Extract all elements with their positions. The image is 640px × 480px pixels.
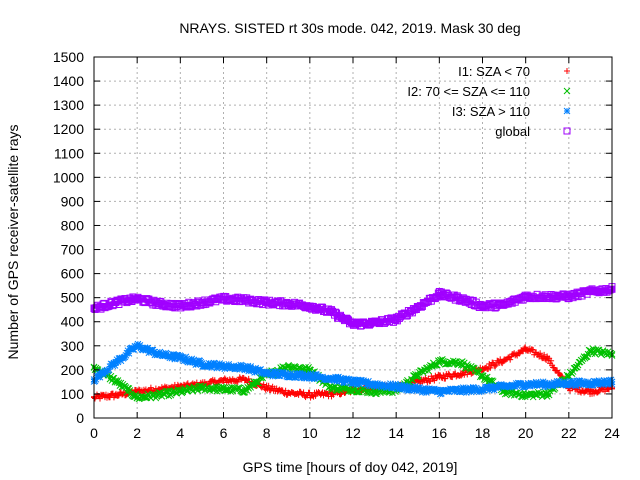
fill-point <box>147 384 154 391</box>
fill-point-stroke <box>344 385 351 393</box>
fill-point-stroke <box>172 389 180 397</box>
fill-point-stroke <box>330 384 337 392</box>
chart-title: NRAYS. SISTED rt 30s mode. 042, 2019. Ma… <box>179 20 520 36</box>
fill-point-stroke <box>530 390 538 398</box>
fill-point <box>174 381 181 388</box>
fill-point <box>223 386 231 394</box>
fill-point-stroke <box>242 384 250 392</box>
fill-point-stroke <box>255 379 263 387</box>
fill-point <box>285 361 292 369</box>
fill-point <box>179 388 187 396</box>
fill-point <box>519 392 527 400</box>
fill-point-stroke <box>326 383 333 390</box>
fill-point-stroke <box>449 357 457 365</box>
fill-point-stroke <box>408 376 415 383</box>
fill-point-stroke <box>417 367 424 375</box>
fill-point-stroke <box>185 384 193 392</box>
fill-point <box>260 381 267 388</box>
fill-point <box>305 363 312 371</box>
fill-point <box>222 386 230 394</box>
fill-point <box>96 395 103 402</box>
fill-point-stroke <box>460 359 468 367</box>
fill-point-stroke <box>409 376 416 383</box>
fill-point <box>595 389 602 396</box>
fill-point-stroke <box>413 373 420 380</box>
fill-point-stroke <box>126 387 134 394</box>
fill-point-stroke <box>481 374 489 381</box>
fill-point <box>133 394 141 402</box>
fill-point-stroke <box>295 364 302 371</box>
series-layer <box>90 283 616 403</box>
fill-point <box>463 361 471 368</box>
fill-point <box>516 390 524 398</box>
fill-point-stroke <box>519 392 527 400</box>
fill-point <box>165 392 173 400</box>
fill-point <box>172 389 180 397</box>
fill-point-stroke <box>227 388 235 395</box>
fill-point-stroke <box>507 391 515 399</box>
fill-point <box>481 374 489 381</box>
fill-point-stroke <box>516 390 524 398</box>
fill-point-stroke <box>305 363 312 371</box>
fill-point-stroke <box>343 383 350 391</box>
fill-point <box>330 384 337 392</box>
fill-point-stroke <box>165 392 173 400</box>
fill-point <box>409 376 416 383</box>
fill-point <box>507 356 514 363</box>
fill-point <box>487 364 494 371</box>
fill-point-stroke <box>442 360 450 368</box>
fill-point-stroke <box>240 389 248 396</box>
fill-point-stroke <box>197 382 205 390</box>
fill-point-stroke <box>157 389 165 397</box>
fill-point-stroke <box>353 388 360 396</box>
fill-point <box>240 389 248 396</box>
fill-point <box>120 382 128 390</box>
fill-point-stroke <box>250 378 258 386</box>
fill-point <box>413 373 420 380</box>
fill-point-stroke <box>156 389 164 397</box>
fill-point-stroke <box>528 390 536 398</box>
fill-point-stroke <box>120 382 128 390</box>
fill-point-stroke <box>285 361 292 369</box>
fill-point-stroke <box>228 383 236 391</box>
fill-point-stroke <box>415 372 422 380</box>
fill-point-stroke <box>427 362 435 370</box>
fill-point <box>415 372 422 380</box>
fill-point <box>239 389 247 396</box>
fill-point <box>125 385 133 392</box>
fill-point <box>295 364 302 371</box>
fill-point-stroke <box>140 393 148 401</box>
fill-point-stroke <box>113 378 121 386</box>
fill-point <box>353 388 360 396</box>
fill-point <box>433 375 440 382</box>
fill-point <box>548 357 555 364</box>
fill-point-stroke <box>179 388 187 396</box>
fill-point <box>337 391 344 398</box>
fill-point <box>492 363 499 370</box>
fill-point <box>255 379 263 387</box>
fill-point-stroke <box>477 371 485 379</box>
fill-point-stroke <box>137 393 145 400</box>
fill-point-stroke <box>125 385 133 392</box>
fill-point <box>537 350 544 357</box>
fill-point <box>458 372 465 379</box>
fill-point-stroke <box>223 386 231 394</box>
fill-point-stroke <box>236 384 244 392</box>
fill-point-stroke <box>115 379 123 387</box>
fill-point <box>408 376 415 383</box>
fill-point-stroke <box>133 394 141 402</box>
fill-point <box>114 392 121 399</box>
fill-point-stroke <box>239 389 247 396</box>
fill-point <box>265 382 272 389</box>
fill-point-stroke <box>189 387 197 395</box>
fill-point <box>464 363 472 370</box>
fill-point <box>442 360 450 368</box>
fill-point <box>227 388 235 395</box>
fill-point-stroke <box>463 361 471 368</box>
fill-point-stroke <box>222 386 230 394</box>
fill-point-stroke <box>464 363 472 370</box>
fill-point <box>440 372 447 379</box>
